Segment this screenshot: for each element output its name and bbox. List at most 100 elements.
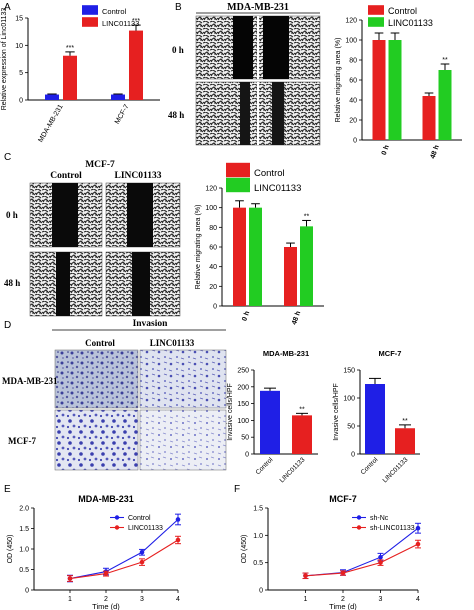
- x-tick-label: 1: [304, 596, 308, 603]
- significance-label: ***: [132, 18, 140, 25]
- y-axis-label: OD (450): [7, 535, 14, 564]
- bar: [300, 226, 313, 306]
- y-tick-label: 100: [237, 418, 249, 425]
- chart-a: 0 5 10 15 Relative expression of Linc01133 **…: [1, 5, 160, 144]
- bar: [395, 428, 415, 454]
- y-tick-label: 1.0: [253, 533, 263, 540]
- y-tick-label: 100: [343, 396, 355, 403]
- chart-title: MDA-MB-231: [263, 349, 309, 358]
- wound-image-c-control-0h: [29, 182, 103, 248]
- significance-label: **: [304, 213, 310, 220]
- bar: [292, 415, 312, 454]
- y-tick-label: 120: [205, 186, 217, 193]
- panel-c-col-control: Control: [50, 171, 82, 181]
- data-point: [175, 517, 181, 522]
- y-tick-label: 0: [19, 98, 23, 105]
- significance-label: ***: [66, 45, 74, 52]
- y-tick-label: 60: [349, 78, 357, 85]
- panel-d-row-mda: MDA-MB-231: [2, 376, 58, 386]
- panel-d-title: Invasion: [133, 319, 169, 329]
- significance-label: **: [402, 418, 408, 425]
- x-tick-label: LINC01133: [279, 456, 307, 484]
- legend-label: Control: [128, 515, 151, 522]
- y-axis-label: Relative migrating area (%): [195, 205, 202, 290]
- chart-f: 0 0.5 1.0 1.5 OD (450) 1 2 3 4 Time (d) MCF-7 sh-Nc…: [241, 494, 421, 610]
- y-tick-label: 1.0: [19, 547, 29, 554]
- bar: [422, 96, 436, 140]
- y-tick-label: 2.0: [19, 506, 29, 513]
- bar: [438, 70, 452, 140]
- panel-b-row-0h: 0 h: [172, 45, 184, 55]
- legend-label: Control: [388, 6, 417, 16]
- y-tick-label: 0: [213, 304, 217, 311]
- x-tick-label: Control: [255, 456, 275, 476]
- legend-swatch: [368, 17, 384, 27]
- panel-letter-d: D: [4, 320, 11, 331]
- panel-d-row-mcf: MCF-7: [8, 436, 36, 446]
- y-axis-label: Relative expression of Linc01133: [1, 8, 8, 111]
- panel-b-row-48h: 48 h: [168, 110, 184, 120]
- x-tick-label: 48 h: [291, 310, 302, 326]
- significance-label: **: [299, 406, 305, 413]
- chart-d-mda: 0 50 100 150 200 250 Invasive cells/HPF MDA-MB-…: [227, 349, 318, 484]
- x-tick-label: Control: [360, 456, 380, 476]
- x-tick-label: 4: [416, 596, 420, 603]
- x-tick-label: 3: [140, 596, 144, 603]
- legend-marker: [114, 525, 120, 530]
- bar: [372, 40, 386, 140]
- data-point: [378, 554, 383, 560]
- wound-image-b-48h: [195, 81, 321, 146]
- x-axis-label: Time (d): [329, 602, 357, 610]
- chart-title: MCF-7: [329, 494, 357, 504]
- legend-label: LINC01133: [128, 525, 163, 532]
- data-point: [378, 560, 383, 565]
- legend-label: LINC01133: [254, 183, 301, 194]
- data-point: [340, 570, 346, 576]
- chart-b: 0 20 40 60 80 100 120 Relative migrating area (…: [335, 5, 462, 160]
- data-point: [415, 525, 421, 531]
- data-point: [103, 571, 109, 576]
- chart-e: 0 0.5 1.0 1.5 2.0 OD (450) 1 2 3 4 Time (d) MDA-MB-…: [7, 494, 181, 610]
- data-point: [67, 576, 73, 581]
- panel-d-col-control: Control: [85, 338, 115, 348]
- x-tick-label: 0 h: [381, 144, 391, 156]
- y-tick-label: 0: [245, 452, 249, 459]
- y-tick-label: 150: [343, 368, 355, 375]
- y-tick-label: 50: [241, 435, 249, 442]
- x-tick-label: 3: [379, 596, 383, 603]
- x-tick-label: 4: [176, 596, 180, 603]
- chart-d-mcf: 0 50 100 150 Invasive cells/HPF MCF-7 Control *…: [333, 349, 420, 484]
- invasion-image-mda-linc: [139, 349, 227, 409]
- x-axis-label: Time (d): [92, 602, 120, 610]
- panel-c-col-linc: LINC01133: [115, 171, 162, 181]
- y-tick-label: 15: [15, 16, 23, 23]
- y-tick-label: 20: [209, 284, 217, 291]
- wound-image-b-0h: [195, 15, 321, 80]
- data-point: [303, 573, 308, 579]
- panel-b-title: MDA-MB-231: [227, 2, 289, 13]
- y-tick-label: 120: [345, 18, 357, 25]
- bar: [233, 207, 246, 306]
- invasion-image-mcf-control: [54, 409, 139, 471]
- y-tick-label: 150: [237, 401, 249, 408]
- y-tick-label: 250: [237, 368, 249, 375]
- invasion-image-mda-control: [54, 349, 139, 409]
- legend-marker: [114, 515, 120, 520]
- legend-swatch: [82, 5, 98, 15]
- y-tick-label: 40: [349, 98, 357, 105]
- x-tick-label: 0 h: [241, 310, 251, 322]
- x-tick-label: MCF-7: [114, 103, 131, 125]
- wound-image-c-control-48h: [29, 251, 103, 317]
- y-axis-label: Invasive cells/HPF: [333, 383, 340, 441]
- panel-c-row-48h: 48 h: [4, 278, 20, 288]
- data-point: [415, 541, 421, 547]
- legend-swatch: [368, 5, 384, 15]
- panel-d-col-linc: LINC01133: [150, 338, 195, 348]
- data-point: [139, 559, 145, 565]
- chart-title: MDA-MB-231: [78, 494, 134, 504]
- bar: [284, 247, 297, 306]
- bar: [45, 94, 59, 100]
- y-tick-label: 200: [237, 384, 249, 391]
- x-tick-label: LINC01133: [382, 456, 410, 484]
